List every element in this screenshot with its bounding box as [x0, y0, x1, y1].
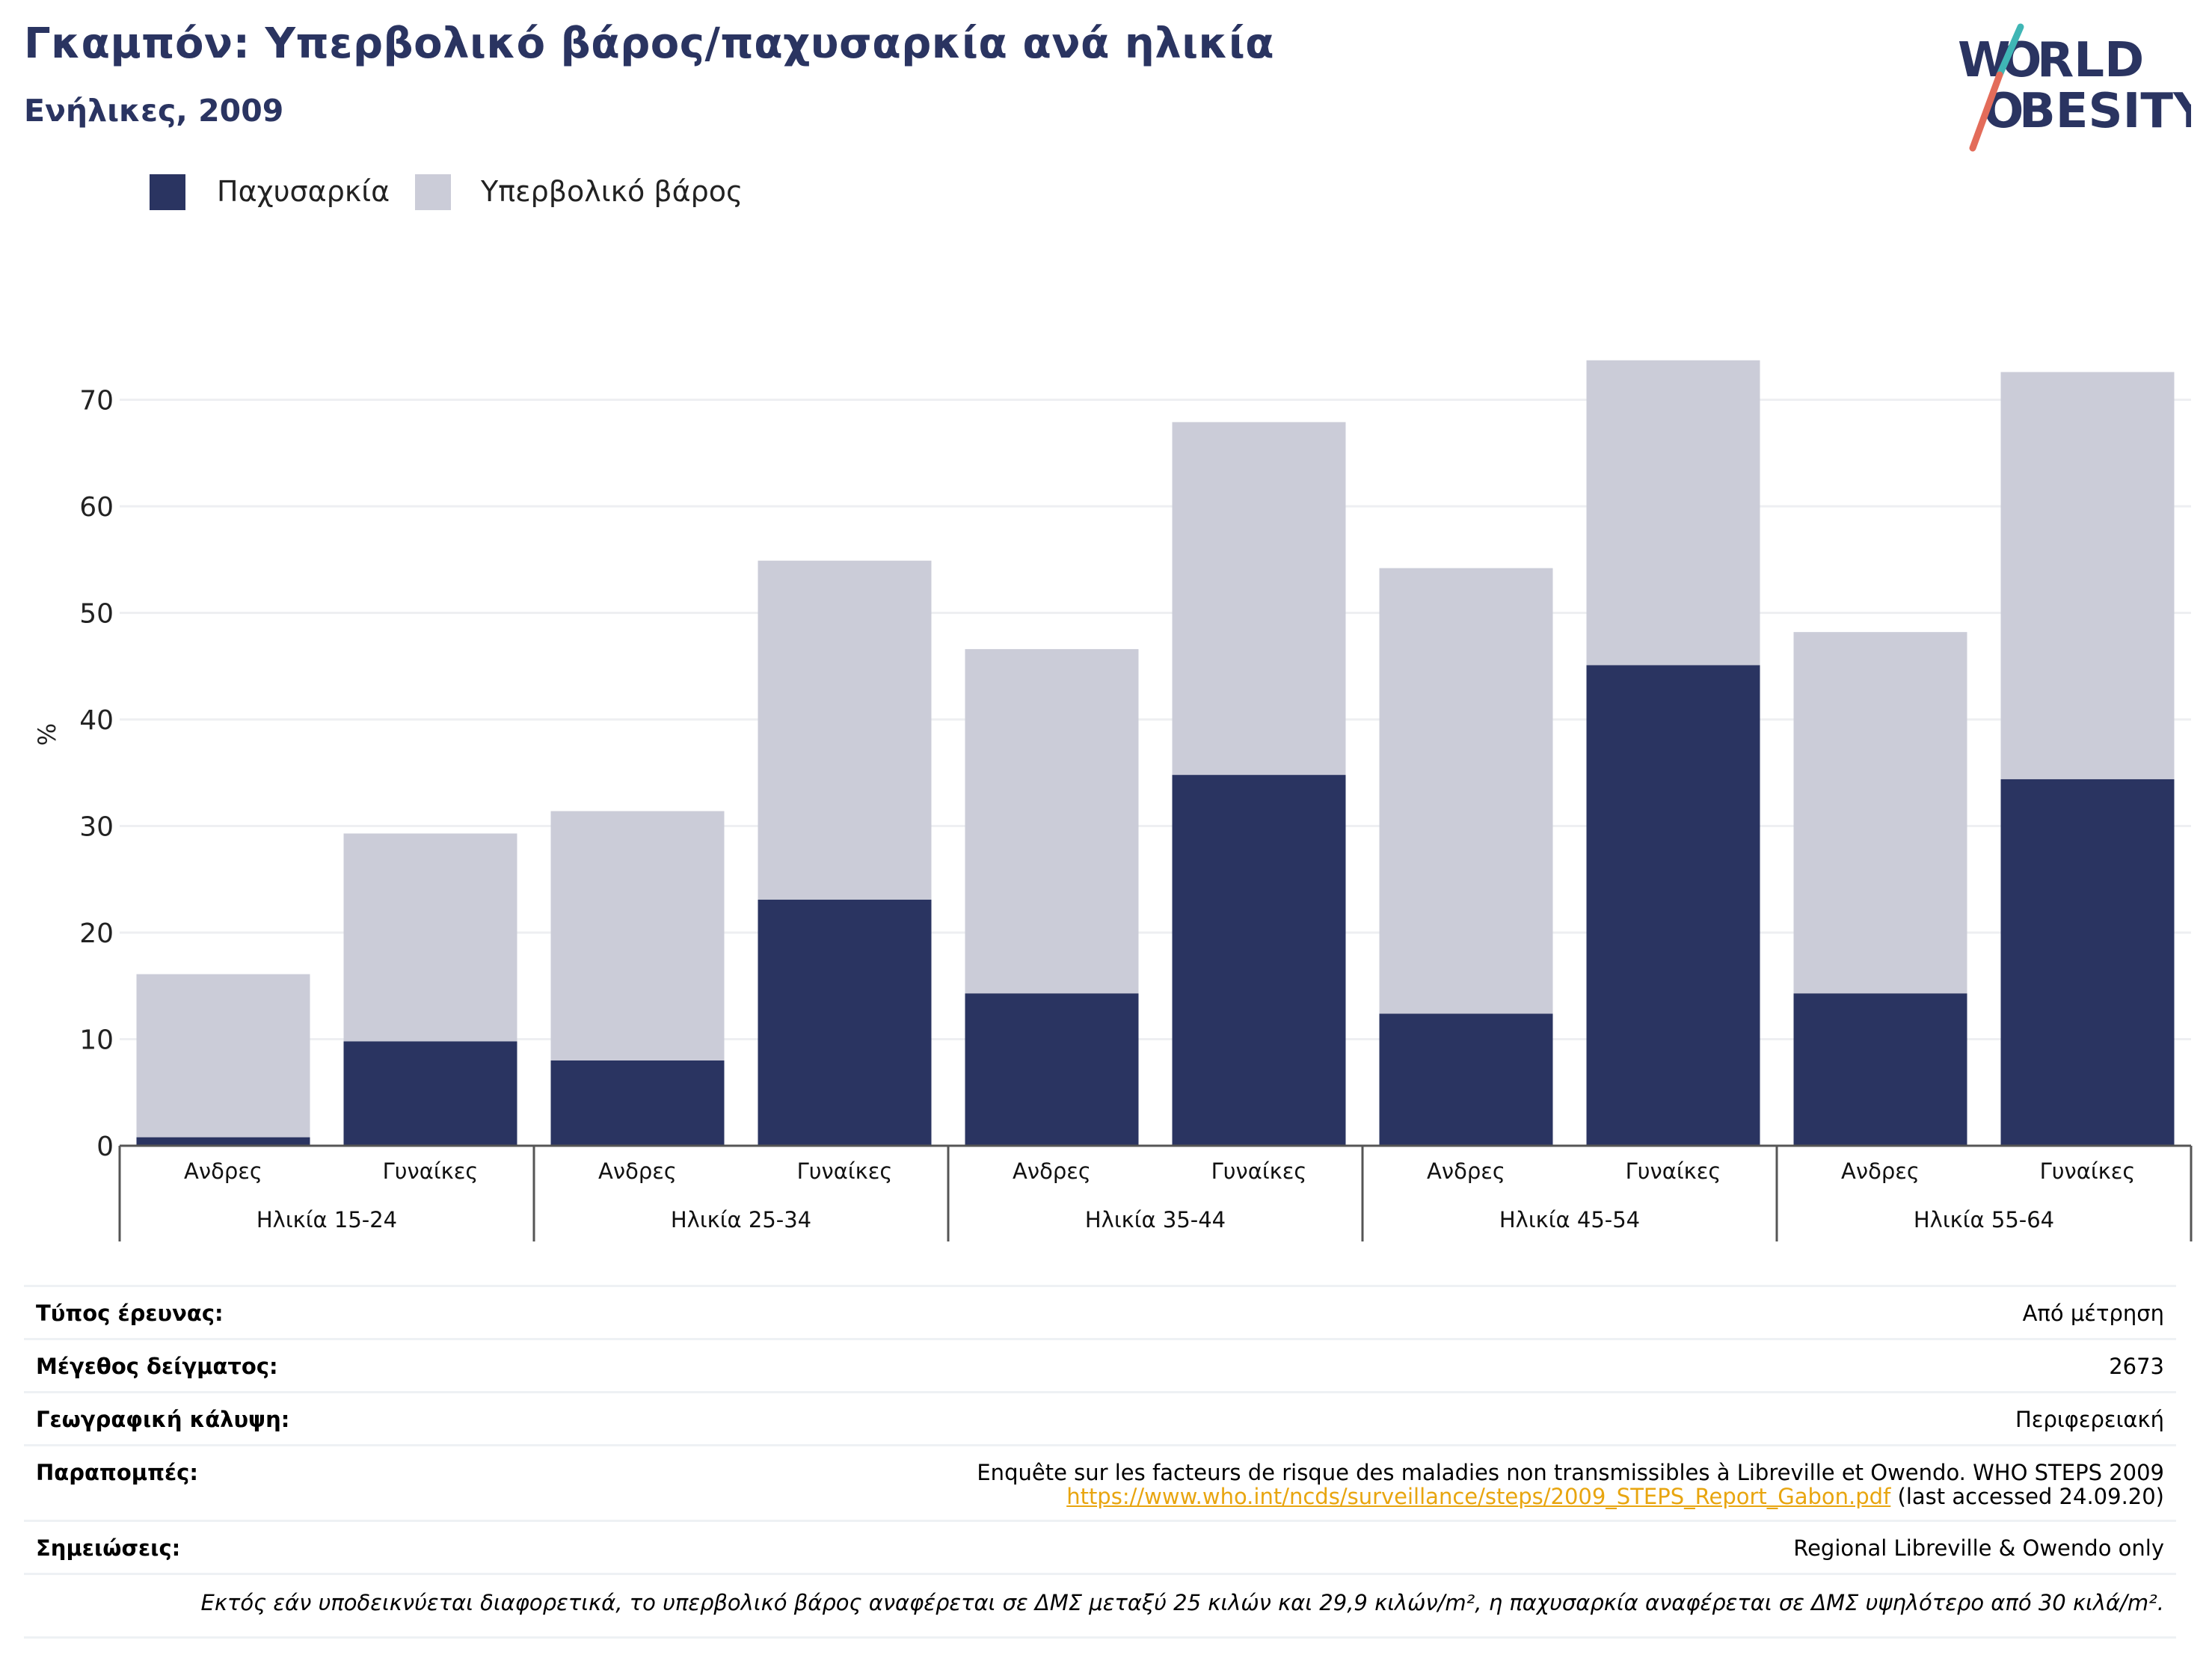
world-obesity-logo: W O RLD O BESITY	[1958, 23, 2191, 152]
info-row-sample-size: Μέγεθος δείγματος: 2673	[24, 1338, 2176, 1393]
references-accessed: (last accessed 24.09.20)	[1890, 1484, 2165, 1509]
bar-obesity	[343, 1041, 517, 1146]
bar-obesity	[2000, 779, 2175, 1146]
info-row-footnote: Εκτός εάν υποδεικνύεται διαφορετικά, το …	[24, 1573, 2176, 1639]
legend-swatch-overweight	[415, 174, 451, 210]
bar-obesity	[1586, 665, 1760, 1146]
bar-obesity	[1793, 993, 1967, 1146]
notes-value: Regional Libreville & Owendo only	[1793, 1535, 2164, 1561]
y-tick-label: 10	[79, 1025, 114, 1056]
page-title: Γκαμπόν: Υπερβολικό βάρος/παχυσαρκία ανά…	[24, 19, 1275, 68]
y-tick-label: 20	[79, 918, 114, 949]
bar-obesity	[550, 1060, 725, 1146]
svg-text:RLD: RLD	[2037, 33, 2144, 88]
references-line1: Enquête sur les facteurs de risque des m…	[977, 1460, 2164, 1485]
bar-obesity	[1379, 1013, 1553, 1146]
x-tick-label: Ανδρες	[1841, 1158, 1920, 1184]
bar-overweight	[136, 974, 310, 1138]
bar-overweight	[1586, 360, 1760, 666]
bar-obesity	[136, 1137, 310, 1146]
y-tick-label: 40	[79, 705, 114, 736]
info-row-references: Παραπομπές: Enquête sur les facteurs de …	[24, 1444, 2176, 1521]
group-label: Ηλικία 35-44	[1085, 1207, 1226, 1232]
stacked-bar-chart: 0 10 20 30 40 50 60 70 Ανδρες Γυναίκες Ανδρες Γυναί…	[33, 360, 2193, 1241]
group-label: Ηλικία 25-34	[671, 1207, 811, 1232]
group-label: Ηλικία 15-24	[256, 1207, 397, 1232]
references-line2: https://www.who.int/ncds/surveillance/st…	[1066, 1484, 2164, 1509]
bar-overweight	[2000, 372, 2175, 779]
bar-overweight	[343, 833, 517, 1042]
x-tick-label: Ανδρες	[598, 1158, 677, 1184]
bar-overweight	[1793, 632, 1967, 994]
survey-type-label: Τύπος έρευνας:	[36, 1301, 224, 1326]
svg-text:BESITY: BESITY	[2019, 84, 2191, 139]
y-tick-label: 60	[79, 492, 114, 523]
sample-size-label: Μέγεθος δείγματος:	[36, 1354, 278, 1379]
bar-overweight	[1379, 568, 1553, 1014]
info-row-coverage: Γεωγραφική κάλυψη: Περιφερειακή	[24, 1391, 2176, 1446]
sample-size-value: 2673	[2109, 1354, 2164, 1379]
bar-overweight	[758, 560, 932, 900]
page-subtitle: Ενήλικες, 2009	[24, 93, 284, 129]
x-tick-label: Γυναίκες	[383, 1158, 479, 1184]
group-label: Ηλικία 45-54	[1499, 1207, 1640, 1232]
axes: 0 10 20 30 40 50 60 70 Ανδρες Γυναίκες Ανδρες Γυναί…	[79, 386, 2193, 1241]
references-link[interactable]: https://www.who.int/ncds/surveillance/st…	[1066, 1484, 1891, 1509]
info-row-survey-type: Τύπος έρευνας: Από μέτρηση	[24, 1285, 2176, 1339]
x-tick-label: Ανδρες	[184, 1158, 262, 1184]
info-row-notes: Σημειώσεις: Regional Libreville & Owendo…	[24, 1520, 2176, 1574]
references-label: Παραπομπές:	[36, 1460, 198, 1485]
x-tick-label: Γυναίκες	[1626, 1158, 1721, 1184]
coverage-value: Περιφερειακή	[2015, 1407, 2164, 1432]
x-tick-label: Ανδρες	[1427, 1158, 1505, 1184]
info-table: Τύπος έρευνας: Από μέτρηση Μέγεθος δείγμ…	[24, 1285, 2176, 1639]
bar-obesity	[965, 993, 1139, 1146]
legend-label-obesity: Παχυσαρκία	[217, 175, 390, 208]
x-tick-label: Γυναίκες	[797, 1158, 893, 1184]
survey-type-value: Από μέτρηση	[2022, 1301, 2164, 1326]
svg-text:W: W	[1958, 33, 2011, 88]
legend-swatch-obesity	[150, 174, 185, 210]
bar-overweight	[550, 811, 725, 1060]
y-tick-label: 0	[96, 1132, 114, 1162]
x-tick-label: Γυναίκες	[2040, 1158, 2136, 1184]
x-tick-label: Γυναίκες	[1211, 1158, 1307, 1184]
y-tick-label: 30	[79, 812, 114, 843]
bars	[136, 360, 2175, 1146]
legend-label-overweight: Υπερβολικό βάρος	[481, 175, 743, 208]
bar-overweight	[1172, 422, 1346, 776]
bar-overweight	[965, 648, 1139, 994]
y-tick-label: 70	[79, 386, 114, 417]
coverage-label: Γεωγραφική κάλυψη:	[36, 1407, 290, 1432]
group-label: Ηλικία 55-64	[1914, 1207, 2054, 1232]
y-axis-label: %	[33, 723, 61, 746]
footnote: Εκτός εάν υποδεικνύεται διαφορετικά, το …	[200, 1590, 2165, 1615]
notes-label: Σημειώσεις:	[36, 1535, 181, 1561]
bar-obesity	[1172, 775, 1346, 1146]
x-tick-label: Ανδρες	[1013, 1158, 1091, 1184]
bar-obesity	[758, 899, 932, 1146]
y-tick-label: 50	[79, 599, 114, 630]
